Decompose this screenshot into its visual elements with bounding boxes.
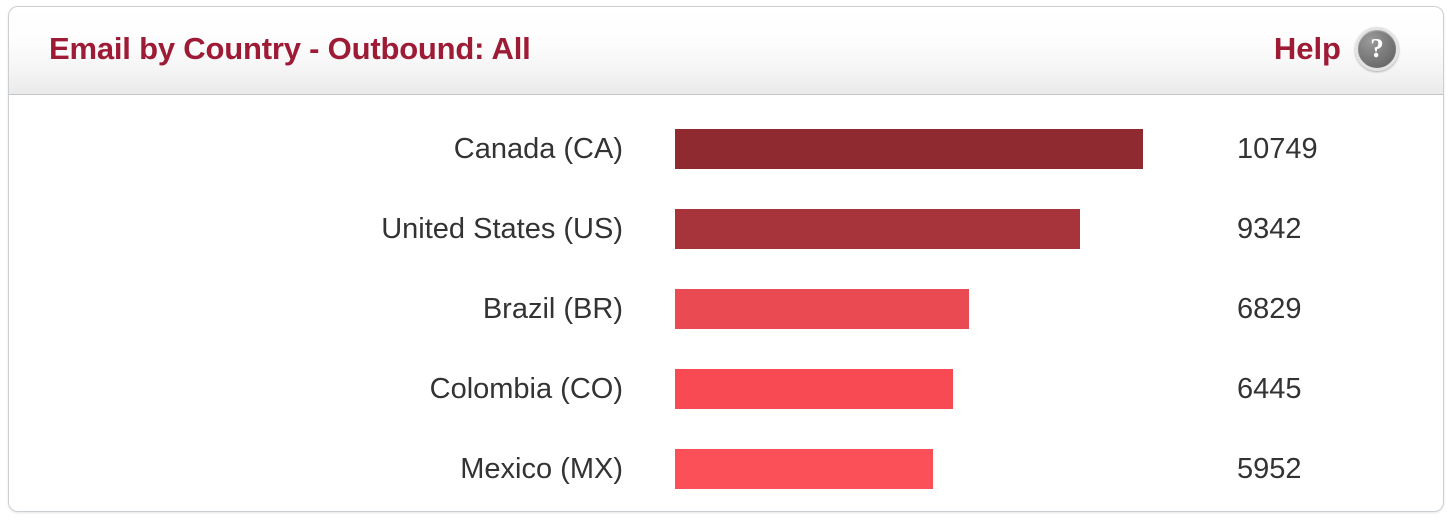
bar-value: 6445 <box>1237 372 1302 405</box>
bar-value: 10749 <box>1237 132 1318 165</box>
bar-track <box>675 209 1175 249</box>
help-group[interactable]: Help ? <box>1273 26 1421 75</box>
bar-fill <box>675 369 953 409</box>
question-mark-circle-icon[interactable]: ? <box>1355 26 1399 71</box>
bar-row: Colombia (CO) 6445 <box>9 349 1443 429</box>
bar-fill <box>675 289 969 329</box>
bar-row: Brazil (BR) 6829 <box>9 269 1443 349</box>
bar-label: United States (US) <box>381 212 623 245</box>
bar-label: Colombia (CO) <box>429 372 623 405</box>
bar-row: Canada (CA) 10749 <box>9 109 1443 189</box>
page-title: Email by Country - Outbound: All <box>49 31 531 66</box>
bar-fill <box>675 129 1143 169</box>
bar-track <box>675 449 1175 489</box>
bar-value: 9342 <box>1237 212 1302 245</box>
bar-row: United States (US) 9342 <box>9 189 1443 269</box>
help-link[interactable]: Help <box>1273 31 1341 66</box>
bar-value: 6829 <box>1237 292 1302 325</box>
bar-track <box>675 129 1175 169</box>
email-by-country-panel: Email by Country - Outbound: All Help ? … <box>8 6 1444 512</box>
bar-track <box>675 369 1175 409</box>
bar-fill <box>675 449 933 489</box>
bar-label: Canada (CA) <box>453 132 623 165</box>
bar-value: 5952 <box>1237 452 1302 485</box>
bar-chart: Canada (CA) 10749 United States (US) 934… <box>9 95 1443 511</box>
bar-fill <box>675 209 1080 249</box>
bar-label: Mexico (MX) <box>460 452 623 485</box>
bar-row: Mexico (MX) 5952 <box>9 429 1443 509</box>
bar-label: Brazil (BR) <box>482 292 623 325</box>
panel-header: Email by Country - Outbound: All Help ? <box>9 7 1443 95</box>
bar-track <box>675 289 1175 329</box>
